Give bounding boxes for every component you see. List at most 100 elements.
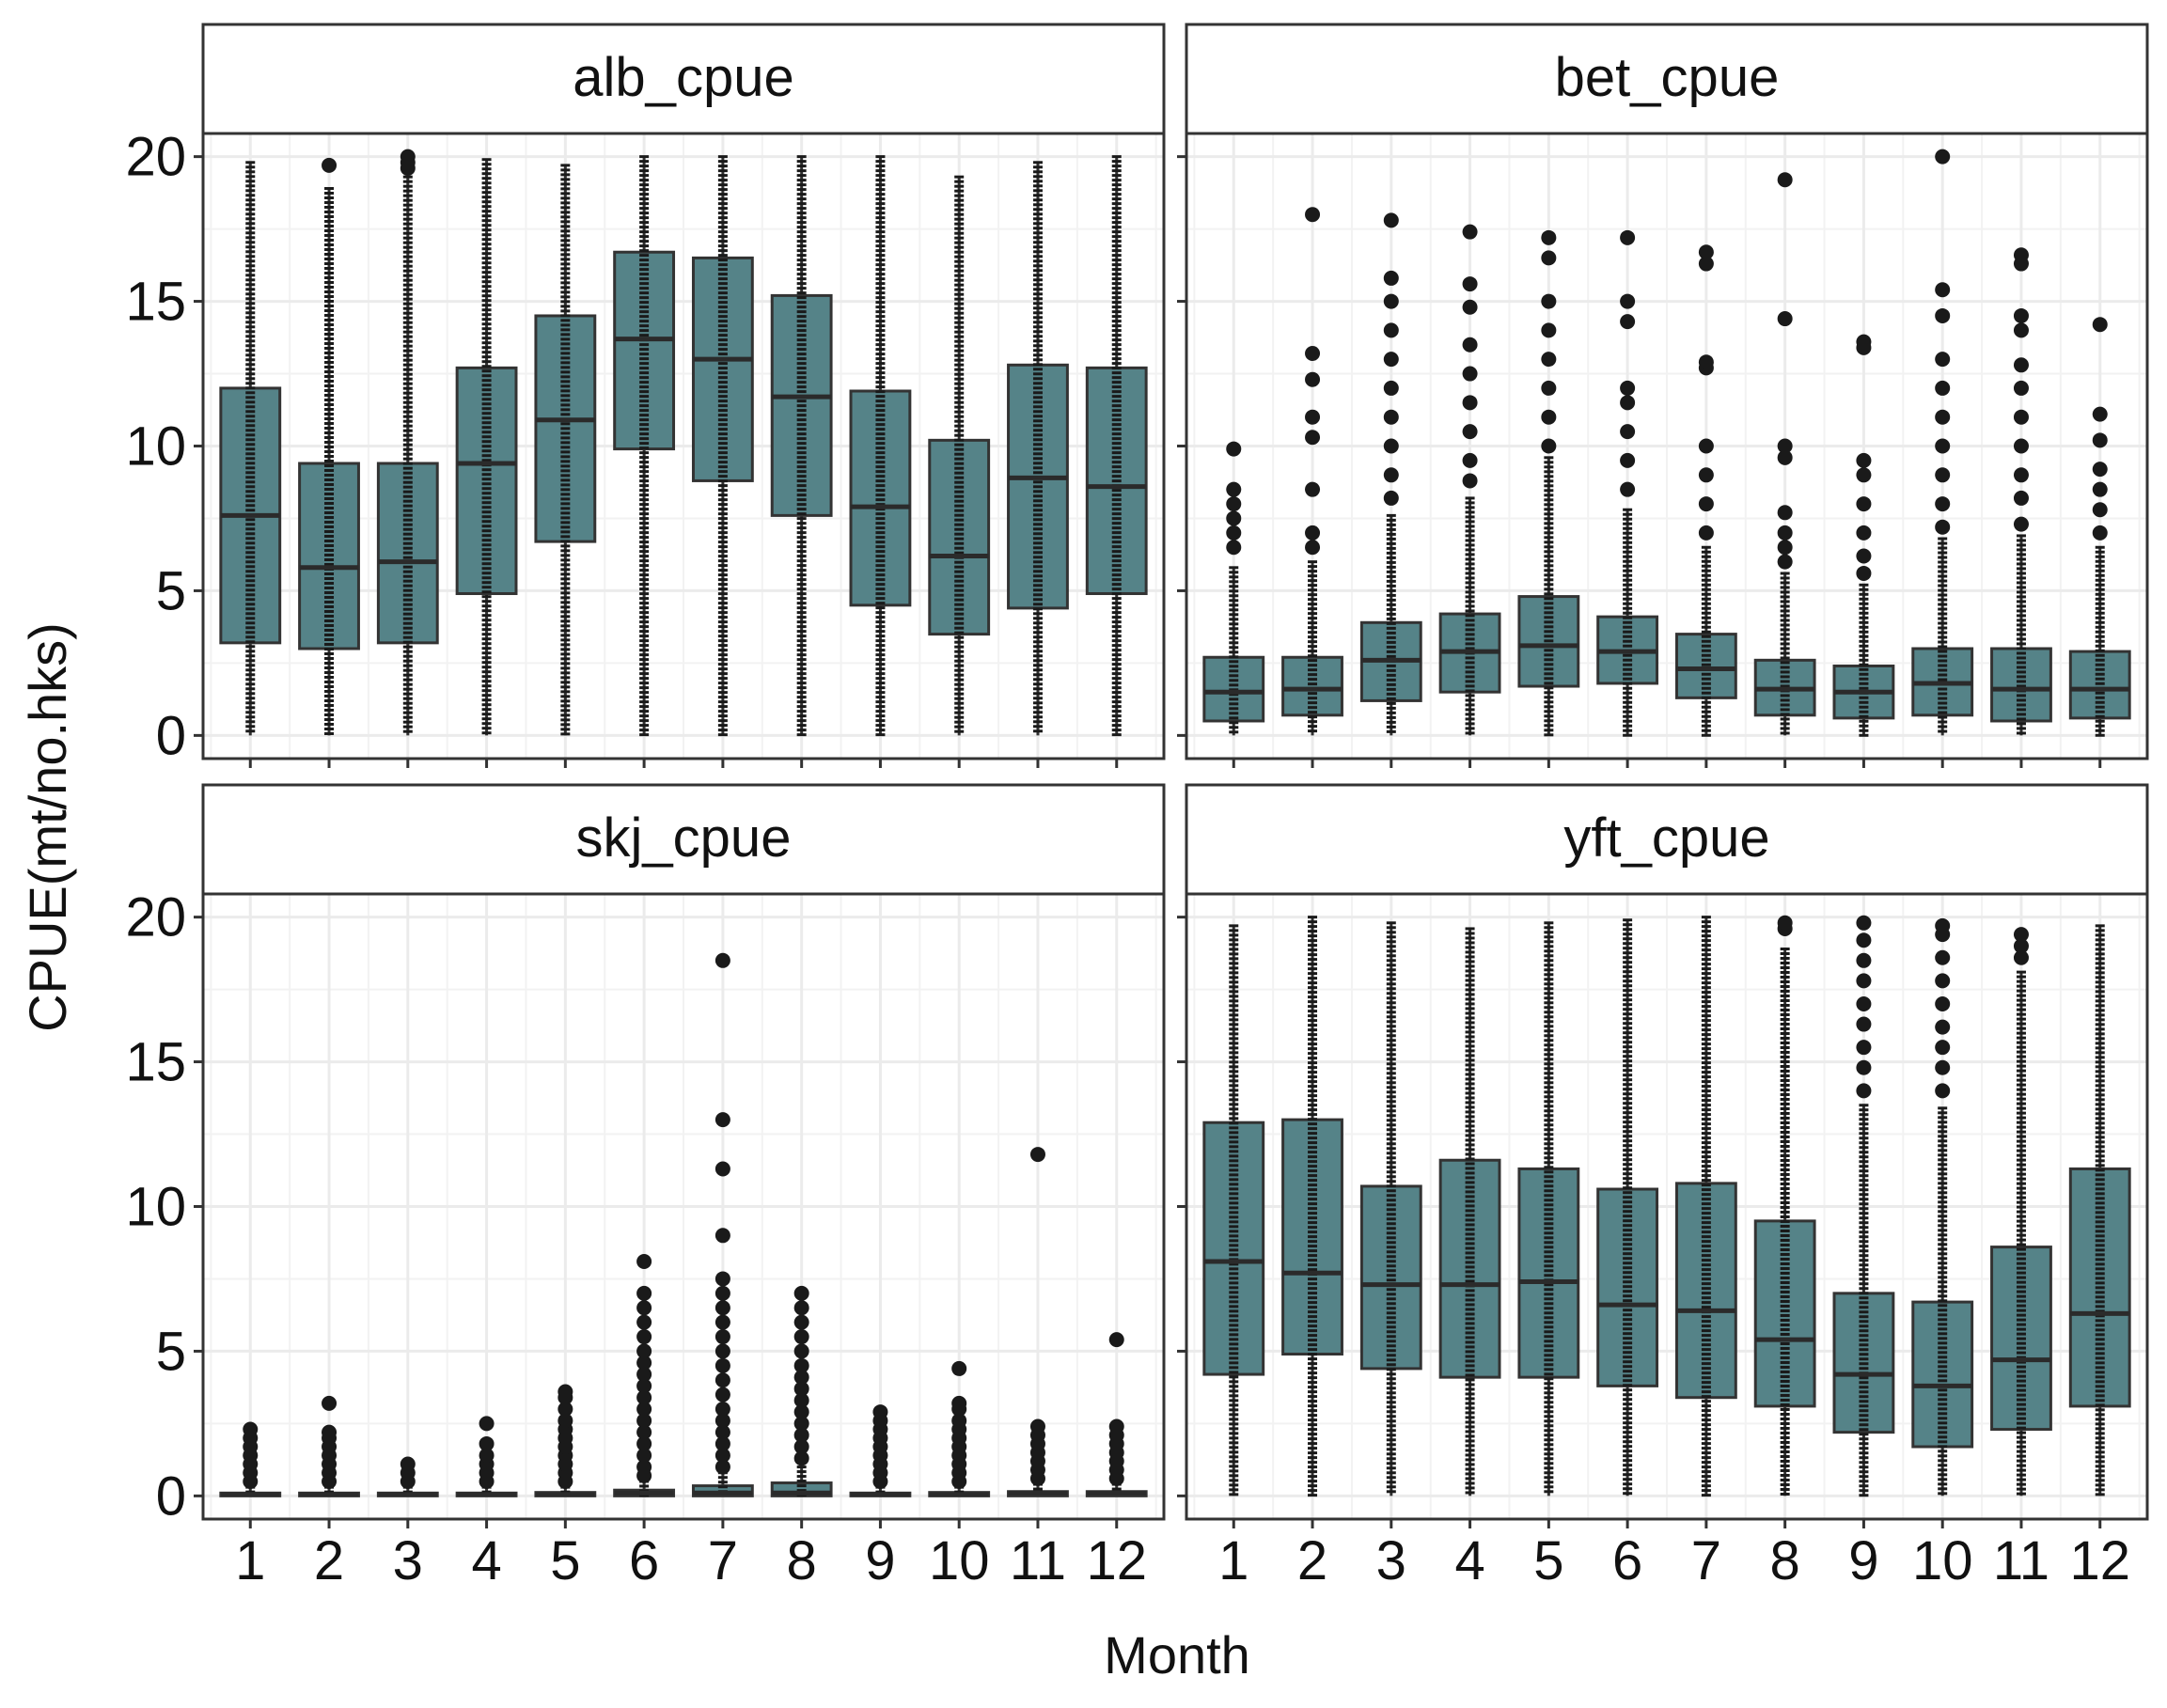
data-point-stack	[1465, 993, 1475, 996]
box-month-3	[376, 1456, 439, 1497]
data-point-stack	[1386, 1335, 1396, 1339]
data-point-stack	[717, 545, 728, 549]
data-point-stack	[875, 672, 886, 676]
data-point-stack	[1386, 584, 1396, 588]
data-point-stack	[1780, 994, 1790, 997]
data-point-stack	[1938, 1468, 1948, 1472]
data-point-stack	[639, 442, 650, 446]
data-point-stack	[1701, 1334, 1711, 1338]
data-point-stack	[1859, 1409, 1869, 1413]
data-point-stack	[1623, 1130, 1633, 1134]
data-point-stack	[1111, 155, 1122, 159]
data-point-stack	[1544, 1457, 1554, 1461]
data-point-stack	[1229, 1107, 1239, 1111]
outlier-point	[1856, 496, 1872, 512]
data-point-stack	[1544, 1100, 1554, 1104]
data-point-stack	[1465, 675, 1475, 679]
data-point-stack	[1111, 400, 1122, 403]
data-point-stack	[1859, 1221, 1869, 1225]
data-point-stack	[954, 339, 965, 343]
data-point-stack	[1032, 396, 1043, 400]
data-point-stack	[796, 343, 807, 347]
data-point-stack	[639, 724, 650, 728]
data-point-stack	[245, 598, 256, 602]
outlier-point	[2092, 525, 2108, 541]
data-point-stack	[560, 431, 571, 435]
data-point-stack	[1032, 316, 1043, 320]
data-point-stack	[560, 582, 571, 586]
data-point-stack	[324, 365, 335, 368]
data-point-stack	[1544, 1034, 1554, 1038]
data-point-stack	[1780, 1196, 1790, 1199]
data-point-stack	[1859, 1146, 1869, 1150]
data-point-stack	[1386, 1137, 1396, 1141]
data-point-stack	[2016, 1130, 2026, 1134]
data-point-stack	[2016, 1449, 2026, 1453]
data-point-stack	[2095, 559, 2105, 563]
data-point-stack	[1229, 1051, 1239, 1055]
data-point-stack	[324, 604, 335, 608]
data-point-stack	[1465, 1115, 1475, 1119]
data-point-stack	[717, 414, 728, 417]
data-point-stack	[1308, 1259, 1318, 1262]
data-point-stack	[1386, 959, 1396, 963]
data-point-stack	[2095, 1027, 2105, 1031]
data-point-stack	[1465, 960, 1475, 964]
data-point-stack	[1544, 541, 1554, 544]
data-point-stack	[1032, 715, 1043, 719]
data-point-stack	[2016, 1120, 2026, 1124]
facet-title: skj_cpue	[576, 807, 792, 869]
data-point-stack	[481, 299, 492, 303]
data-point-stack	[324, 496, 335, 500]
data-point-stack	[954, 697, 965, 700]
data-point-stack	[1229, 1220, 1239, 1224]
data-point-stack	[2095, 1079, 2105, 1083]
data-point-stack	[2095, 555, 2105, 558]
outlier-point	[1462, 276, 1478, 292]
data-point-stack	[245, 353, 256, 357]
data-point-stack	[1859, 1320, 1869, 1324]
data-point-stack	[1111, 639, 1122, 643]
data-point-stack	[1229, 1371, 1239, 1374]
data-point-stack	[1701, 714, 1711, 718]
data-point-stack	[2016, 994, 2026, 997]
data-point-stack	[245, 1490, 256, 1494]
data-point-stack	[245, 245, 256, 249]
data-point-stack	[1938, 574, 1948, 578]
data-point-stack	[245, 339, 256, 343]
data-point-stack	[1229, 1093, 1239, 1097]
data-point-stack	[875, 489, 886, 493]
data-point-stack	[1938, 579, 1948, 583]
data-point-stack	[402, 490, 413, 494]
data-point-stack	[1229, 1427, 1239, 1431]
outlier-point	[1462, 224, 1478, 240]
data-point-stack	[1386, 1396, 1396, 1400]
data-point-stack	[1386, 1260, 1396, 1263]
data-point-stack	[402, 433, 413, 437]
data-point-stack	[1386, 1123, 1396, 1127]
data-point-stack	[2016, 1290, 2026, 1293]
data-point-stack	[875, 447, 886, 450]
data-point-stack	[1623, 578, 1633, 582]
data-point-stack	[1229, 1211, 1239, 1214]
data-point-stack	[1859, 1324, 1869, 1328]
data-point-stack	[324, 459, 335, 462]
data-point-stack	[402, 607, 413, 611]
data-point-stack	[1032, 288, 1043, 291]
data-point-stack	[2016, 1111, 2026, 1115]
outlier-point	[1383, 352, 1399, 368]
data-point-stack	[1465, 1279, 1475, 1283]
data-point-stack	[2016, 1116, 2026, 1120]
data-point-stack	[481, 708, 492, 712]
data-point-stack	[875, 183, 886, 187]
data-point-stack	[639, 207, 650, 211]
data-point-stack	[324, 294, 335, 298]
data-point-stack	[639, 700, 650, 704]
data-point-stack	[717, 503, 728, 507]
data-point-stack	[875, 165, 886, 168]
data-point-stack	[1032, 236, 1043, 240]
data-point-stack	[402, 236, 413, 240]
box-month-7	[691, 952, 754, 1497]
data-point-stack	[1229, 1023, 1239, 1026]
data-point-stack	[1544, 691, 1554, 695]
